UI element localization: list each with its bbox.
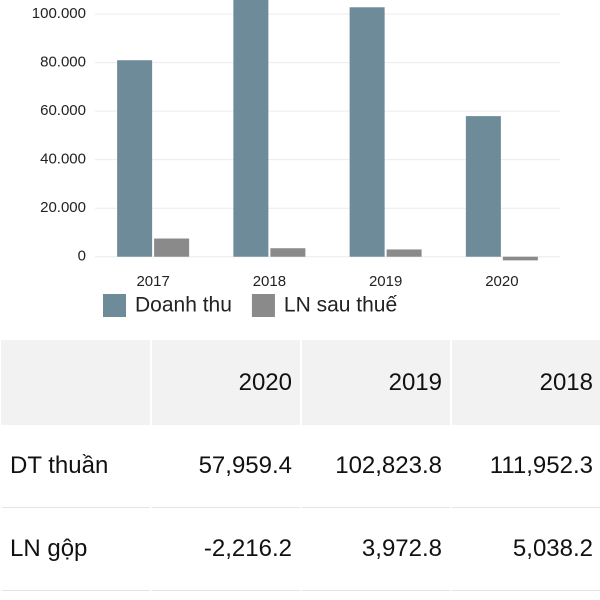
bar [502,256,538,261]
cell: -2,216.2 [150,507,301,591]
bar [465,116,501,257]
header-cell: 2019 [300,340,451,425]
cell: 57,959.4 [150,425,301,508]
x-tick-label: 2017 [136,273,169,290]
cell: 102,823.8 [300,425,451,508]
cell: 5,038.2 [450,507,600,591]
y-tick-label: 0 [78,248,86,265]
row-label: LN gộp [0,507,151,591]
legend-label: Doanh thu [135,294,232,317]
cell: 3,972.8 [300,507,451,591]
header-cell: 2018 [450,340,600,425]
table-row: LN gộp -2,216.2 3,972.8 5,038.2 [0,507,600,591]
x-tick-label: 2020 [485,273,518,290]
bar [154,238,190,257]
legend-swatch [251,294,275,317]
bar [117,60,153,257]
y-tick-label: 80.000 [40,54,86,71]
bar [386,249,422,257]
legend-label: LN sau thuế [284,294,398,317]
bar [270,248,306,257]
data-table: 2020 2019 2018 DT thuần 57,959.4 102,823… [0,340,600,600]
y-tick-label: 40.000 [40,151,86,168]
chart: 0 20.000 40.000 60.000 80.000 100.000 2017 2018… [32,0,560,317]
header-cell [1,340,151,425]
bar [233,0,269,257]
x-tick-label: 2019 [369,273,402,290]
y-tick-label: 100.000 [32,5,86,22]
x-tick-label: 2018 [253,273,286,290]
y-tick-label: 60.000 [40,102,86,119]
bar [349,7,385,257]
legend-swatch [103,294,126,317]
table-row: DT thuần 57,959.4 102,823.8 111,952.3 [0,425,600,508]
y-tick-label: 20.000 [40,199,86,216]
cell: 111,952.3 [450,425,600,508]
table-row [0,590,600,600]
row-label: DT thuần [0,425,151,508]
header-row: 2020 2019 2018 [1,340,600,425]
header-cell: 2020 [150,340,301,425]
